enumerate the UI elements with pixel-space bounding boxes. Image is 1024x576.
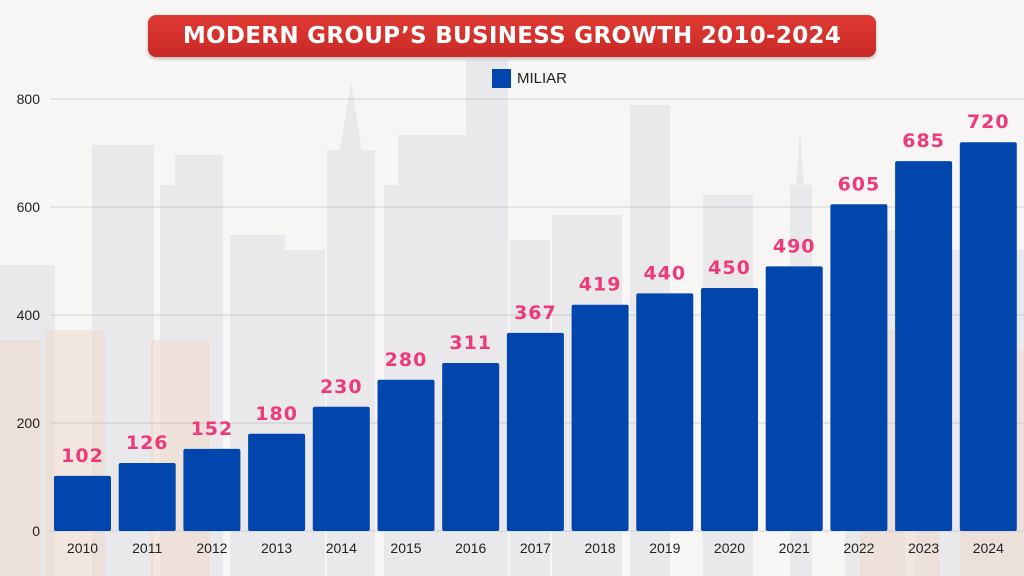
- x-tick-label: 2023: [908, 540, 939, 556]
- bar: [830, 204, 888, 532]
- x-tick-label: 2010: [67, 540, 98, 556]
- bar: [506, 332, 564, 531]
- x-tick-label: 2017: [520, 540, 551, 556]
- bar: [636, 293, 694, 531]
- y-tick-label: 200: [17, 415, 41, 431]
- data-label: 280: [385, 349, 428, 371]
- bar: [959, 142, 1017, 531]
- legend-label: MILIAR: [517, 69, 568, 87]
- legend: MILIAR: [492, 68, 567, 88]
- bar: [248, 433, 306, 531]
- bar: [442, 363, 500, 531]
- x-tick-label: 2018: [585, 540, 616, 556]
- x-tick-label: 2016: [455, 540, 486, 556]
- bar: [54, 475, 111, 531]
- bar: [377, 379, 435, 531]
- data-label: 685: [902, 130, 945, 152]
- bar: [765, 266, 823, 531]
- legend-swatch: [492, 68, 511, 88]
- data-label: 102: [61, 445, 104, 467]
- bar: [312, 406, 370, 531]
- x-tick-label: 2020: [714, 540, 745, 556]
- y-tick-label: 800: [17, 91, 41, 107]
- data-label: 490: [773, 235, 816, 257]
- data-label: 126: [126, 432, 169, 454]
- x-tick-label: 2013: [261, 540, 292, 556]
- chart-title: MODERN GROUP’S BUSINESS GROWTH 2010-2024: [182, 23, 842, 49]
- x-tick-label: 2011: [132, 540, 162, 556]
- x-tick-label: 2012: [196, 540, 227, 556]
- x-tick-label: 2014: [326, 540, 357, 556]
- data-label: 311: [449, 332, 492, 354]
- bar: [118, 462, 176, 531]
- data-label: 230: [320, 376, 363, 398]
- data-label: 450: [708, 257, 751, 279]
- bar: [183, 448, 241, 531]
- x-tick-label: 2021: [779, 540, 810, 556]
- data-label: 152: [191, 418, 234, 440]
- data-label: 180: [255, 403, 298, 425]
- x-tick-label: 2022: [843, 540, 874, 556]
- bar: [895, 161, 953, 531]
- data-label: 720: [967, 111, 1010, 133]
- y-tick-label: 400: [17, 307, 41, 323]
- data-label: 419: [579, 274, 622, 296]
- data-label: 605: [838, 173, 881, 195]
- bar: [701, 288, 758, 531]
- x-tick-label: 2019: [649, 540, 680, 556]
- y-tick-label: 0: [32, 523, 40, 539]
- y-tick-label: 600: [17, 199, 41, 215]
- x-tick-label: 2015: [390, 540, 421, 556]
- data-label: 440: [643, 262, 686, 284]
- x-tick-label: 2024: [973, 540, 1004, 556]
- bar: [571, 304, 629, 531]
- chart-title-banner: MODERN GROUP’S BUSINESS GROWTH 2010-2024: [148, 15, 876, 57]
- data-label: 367: [514, 302, 557, 324]
